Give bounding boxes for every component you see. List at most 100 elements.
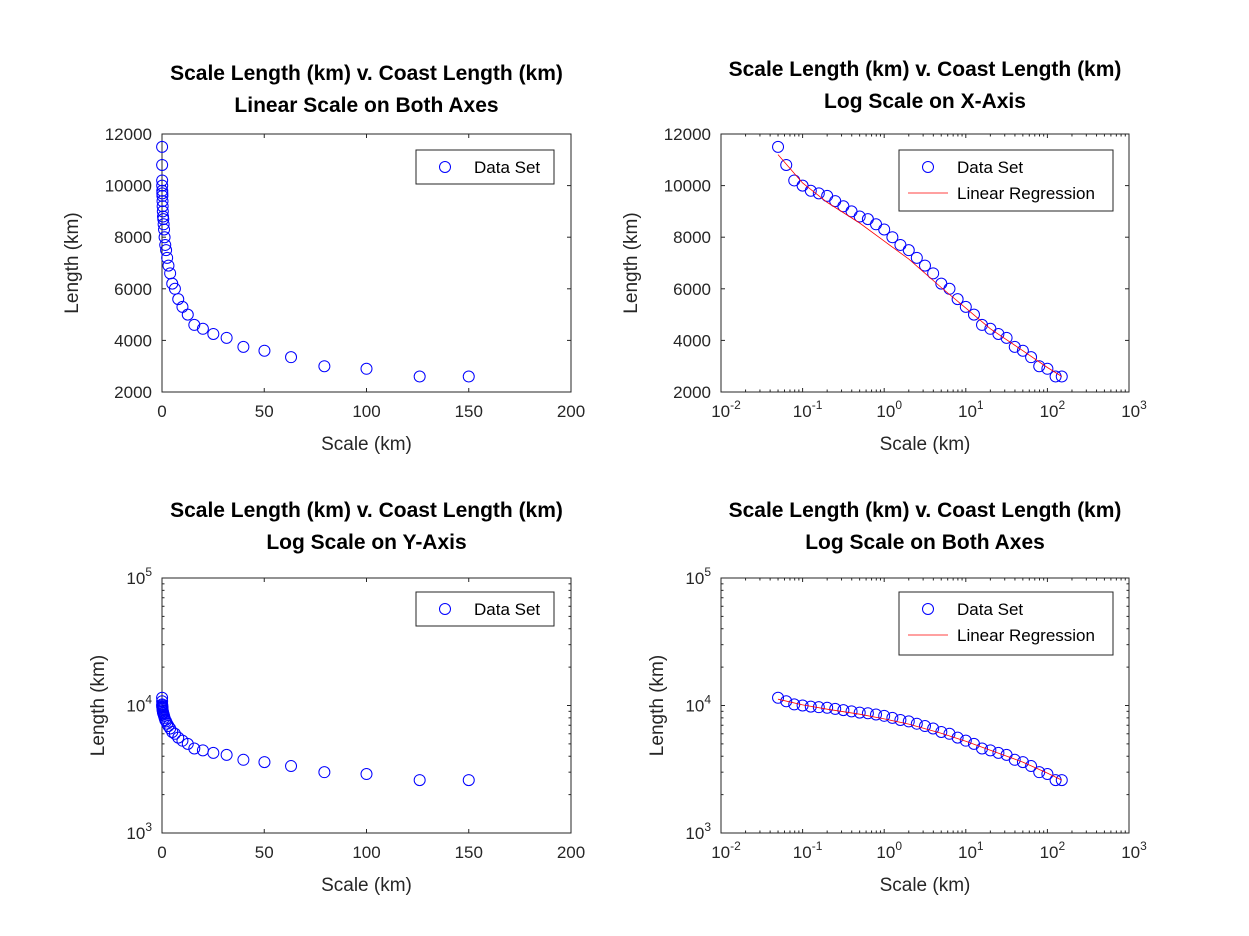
- data-point: [918, 259, 931, 272]
- data-point: [318, 360, 331, 373]
- data-point: [207, 327, 220, 340]
- data-point: [1055, 774, 1068, 787]
- x-tick-label: 150: [455, 402, 483, 421]
- data-point: [162, 720, 175, 733]
- data-point: [959, 300, 972, 313]
- data-point: [1041, 768, 1054, 781]
- data-point: [258, 344, 271, 357]
- data-point: [976, 742, 989, 755]
- data-point: [886, 711, 899, 724]
- data-point: [951, 731, 964, 744]
- x-axis-label: Scale (km): [880, 434, 971, 455]
- data-point: [918, 720, 931, 733]
- y-tick-label: 10000: [105, 177, 152, 196]
- data-point: [196, 322, 209, 335]
- y-tick-label: 4000: [114, 331, 152, 350]
- data-point: [1025, 760, 1038, 773]
- x-axis-label: Scale (km): [321, 434, 412, 455]
- y-tick-label: 4000: [673, 331, 711, 350]
- data-point: [829, 702, 842, 715]
- y-tick-label: 2000: [673, 383, 711, 402]
- data-point: [967, 308, 980, 321]
- data-point: [318, 766, 331, 779]
- data-point: [1033, 360, 1046, 373]
- x-tick-label: 102: [1040, 398, 1066, 421]
- data-point: [1000, 331, 1013, 344]
- chart-title: Scale Length (km) v. Coast Length (km): [170, 499, 563, 522]
- data-point: [156, 189, 169, 202]
- data-point: [821, 701, 834, 714]
- data-point: [853, 210, 866, 223]
- data-point: [462, 370, 475, 383]
- data-point: [1016, 756, 1029, 769]
- x-tick-label: 200: [557, 402, 585, 421]
- data-point: [156, 140, 169, 153]
- chart-title: Scale Length (km) v. Coast Length (km): [170, 62, 563, 85]
- x-tick-label: 0: [157, 402, 166, 421]
- x-tick-label: 50: [255, 843, 274, 862]
- data-point: [878, 223, 891, 236]
- data-point: [870, 708, 883, 721]
- x-tick-label: 10-1: [793, 398, 823, 421]
- data-point: [878, 709, 891, 722]
- x-tick-label: 50: [255, 402, 274, 421]
- y-tick-label: 8000: [114, 228, 152, 247]
- data-point: [910, 251, 923, 264]
- y-tick-label: 103: [126, 820, 152, 843]
- data-point: [258, 756, 271, 769]
- data-point: [1008, 753, 1021, 766]
- data-point: [902, 715, 915, 728]
- y-tick-label: 104: [126, 693, 152, 716]
- subplot-4: 10-2 10-1 100 101 102 103 103 104 105 Scale Lengt…: [647, 499, 1147, 896]
- data-point: [1025, 351, 1038, 364]
- y-tick-label: 104: [685, 693, 711, 716]
- x-tick-label: 100: [876, 398, 902, 421]
- data-point: [927, 267, 940, 280]
- data-point: [853, 706, 866, 719]
- data-point: [156, 200, 169, 213]
- y-tick-label: 105: [126, 565, 152, 588]
- data-point: [837, 704, 850, 717]
- legend-marker-icon: [439, 161, 451, 173]
- data-point: [158, 223, 171, 236]
- data-point: [360, 768, 373, 781]
- legend-entry: Linear Regression: [957, 626, 1095, 645]
- data-point: [894, 713, 907, 726]
- x-tick-label: 101: [958, 839, 984, 862]
- data-point: [285, 351, 298, 364]
- y-tick-label: 10000: [664, 177, 711, 196]
- y-tick-label: 6000: [673, 280, 711, 299]
- x-tick-label: 102: [1040, 839, 1066, 862]
- data-point: [161, 251, 174, 264]
- data-point: [804, 700, 817, 713]
- y-axis-label: Length (km): [88, 655, 109, 756]
- data-point: [168, 727, 181, 740]
- y-axis-label: Length (km): [62, 212, 83, 313]
- data-point: [181, 308, 194, 321]
- legend-box: [898, 149, 1114, 212]
- y-tick-label: 8000: [673, 228, 711, 247]
- x-tick-label: 200: [557, 843, 585, 862]
- chart-subtitle: Linear Scale on Both Axes: [234, 94, 498, 117]
- data-point: [861, 707, 874, 720]
- y-tick-label: 2000: [114, 383, 152, 402]
- data-point: [156, 184, 169, 197]
- y-tick-label: 105: [685, 565, 711, 588]
- data-point: [158, 231, 171, 244]
- y-tick-label: 12000: [105, 125, 152, 144]
- data-point: [285, 760, 298, 773]
- x-tick-label: 100: [352, 402, 380, 421]
- data-point: [845, 705, 858, 718]
- x-tick-label: 103: [1121, 839, 1147, 862]
- legend-marker-icon: [439, 603, 451, 615]
- data-point: [1008, 340, 1021, 353]
- legend-box: [898, 591, 1114, 656]
- data-point: [804, 184, 817, 197]
- data-point: [360, 362, 373, 375]
- x-tick-label: 100: [876, 839, 902, 862]
- data-point: [160, 244, 173, 257]
- data-point: [413, 370, 426, 383]
- subplot-3: 0 50 100 150 200 103 104 105 Scale Length (km) v…: [88, 499, 585, 896]
- chart-title: Scale Length (km) v. Coast Length (km): [729, 58, 1122, 81]
